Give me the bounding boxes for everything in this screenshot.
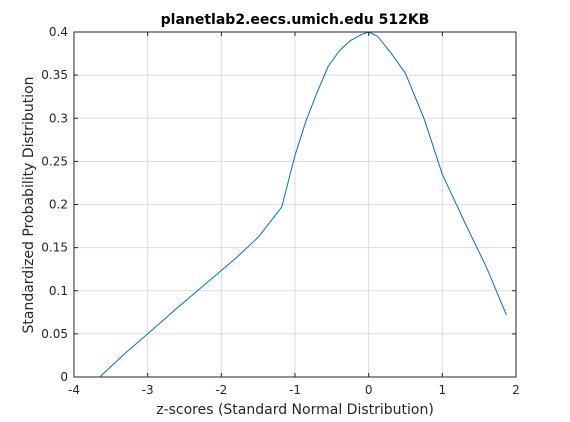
y-axis-label: Standardized Probability Distribution xyxy=(21,76,37,333)
y-tick-label: 0.4 xyxy=(49,25,68,39)
x-tick-label: -1 xyxy=(289,383,301,397)
tick-marks xyxy=(73,31,517,378)
x-tick-labels: -4 -3 -2 -1 0 1 2 xyxy=(68,383,520,397)
x-tick-label: 1 xyxy=(439,383,447,397)
y-tick-label: 0.25 xyxy=(41,154,68,168)
x-tick-label: 0 xyxy=(365,383,373,397)
y-tick-labels: 0 0.05 0.1 0.15 0.2 0.25 0.3 0.35 0.4 xyxy=(41,25,68,384)
y-tick-label: 0.3 xyxy=(49,111,68,125)
y-tick-label: 0.2 xyxy=(49,198,68,212)
x-tick-label: 2 xyxy=(512,383,520,397)
x-tick-label: -2 xyxy=(215,383,227,397)
chart-title: planetlab2.eecs.umich.edu 512KB xyxy=(161,12,430,28)
y-tick-label: 0.1 xyxy=(49,284,68,298)
y-tick-label: 0.35 xyxy=(41,68,68,82)
x-tick-label: -4 xyxy=(68,383,80,397)
grid xyxy=(73,31,517,378)
series-layer xyxy=(99,31,507,378)
y-tick-label: 0.05 xyxy=(41,327,68,341)
y-tick-label: 0.15 xyxy=(41,241,68,255)
x-axis-label: z-scores (Standard Normal Distribution) xyxy=(156,402,434,418)
x-tick-label: -3 xyxy=(142,383,154,397)
series-line xyxy=(99,31,507,378)
y-tick-label: 0 xyxy=(60,370,68,384)
